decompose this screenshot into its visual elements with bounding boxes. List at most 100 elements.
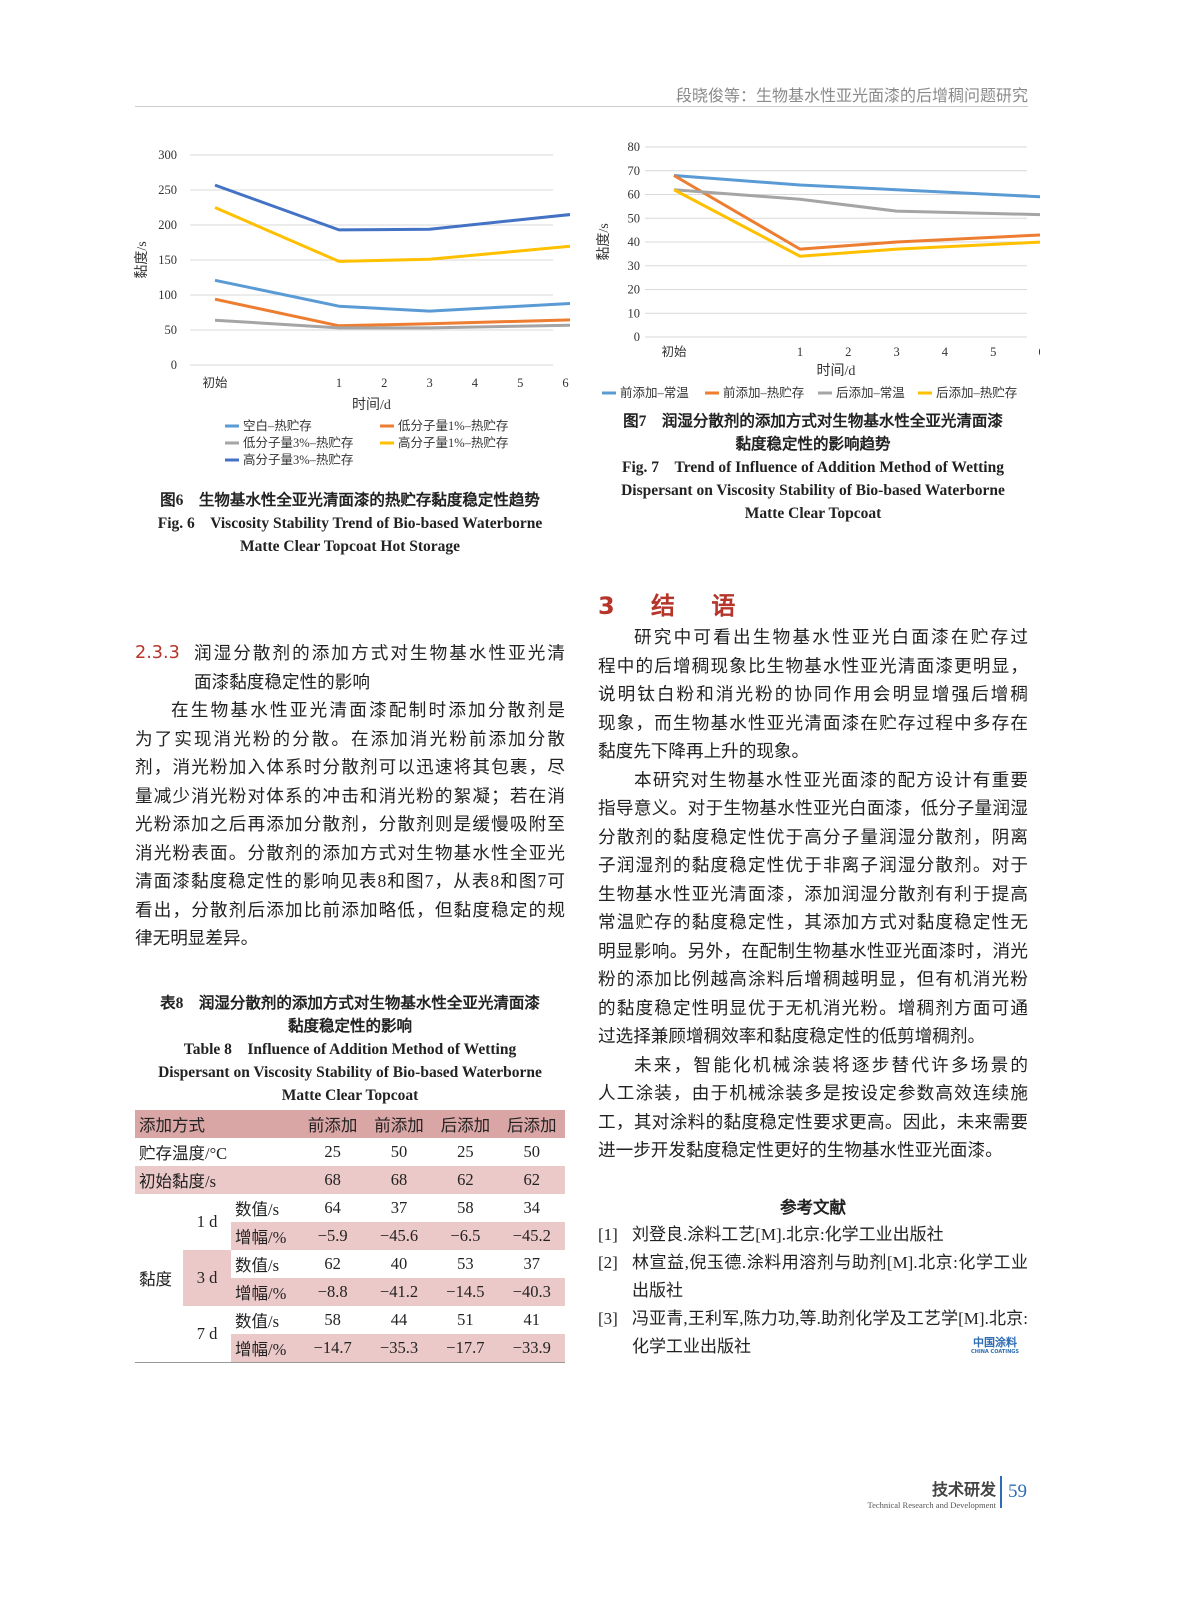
reference-item: [3] 冯亚青,王利军,陈力功,等.助剂化学及工艺学[M].北京: 化学工业出版社 <box>598 1305 1028 1361</box>
figure-6-caption: 图6 生物基水性全亚光清面漆的热贮存黏度稳定性趋势 Fig. 6 Viscosi… <box>135 489 565 558</box>
subsection-title-line: 面漆黏度稳定性的影响 <box>194 671 370 692</box>
title-en: Table 8 Influence of Addition Method of … <box>183 1041 517 1058</box>
legend-label: 后添加–热贮存 <box>936 385 1017 400</box>
reference-item: [1] 刘登良.涂料工艺[M].北京:化学工业出版社 <box>598 1221 1028 1249</box>
x-tick-label: 6 <box>562 376 568 390</box>
title-en: Matte Clear Topcoat <box>281 1087 419 1104</box>
text-line: 光粉添加之后再添加分散剂，分散剂则是缓慢吸附至 <box>135 814 565 834</box>
x-tick-label: 5 <box>990 345 996 359</box>
references-title: 参考文献 <box>780 1198 846 1217</box>
title-cn: 黏度稳定性的影响 <box>287 1018 412 1035</box>
x-tick-label: 初始 <box>202 376 228 390</box>
reference-text: 出版社 <box>632 1281 683 1300</box>
y-tick-label: 80 <box>628 140 641 154</box>
page-number: 59 <box>1008 1481 1027 1502</box>
subsection-number: 2.3.3 <box>135 643 180 663</box>
series-line <box>673 188 1040 217</box>
figure-7-chart: 01020304050607080初始1234567时间/d黏度/s前添加–常温… <box>596 140 1040 400</box>
table-cell: 62 <box>324 1254 341 1273</box>
legend-label: 后添加–常温 <box>836 386 905 400</box>
y-tick-label: 250 <box>158 183 177 197</box>
table-row: 贮存温度/°C 25 50 25 50 <box>135 1138 565 1166</box>
reference-text: 化学工业出版社 <box>632 1337 751 1356</box>
legend-label: 高分子量3%–热贮存 <box>243 452 353 467</box>
reference-item: [2] 林宣益,倪玉德.涂料用溶剂与助剂[M].北京:化学工业 出版社 <box>598 1249 1028 1305</box>
y-tick-label: 100 <box>158 288 177 302</box>
caption-cn: 图6 生物基水性全亚光清面漆的热贮存黏度稳定性趋势 <box>160 492 540 509</box>
text-line: 说明钛白粉和消光粉的协同作用会明显增强后增稠 <box>598 684 1028 704</box>
text-line: 指导意义。对于生物基水性亚光白面漆，低分子量润湿 <box>598 798 1028 818</box>
legend-label: 前添加–常温 <box>620 385 689 400</box>
table-cell: 40 <box>390 1254 408 1273</box>
reference-text: 冯亚青,王利军,陈力功,等.助剂化学及工艺学[M].北京: <box>632 1309 1028 1328</box>
reference-text: 林宣益,倪玉德.涂料用溶剂与助剂[M].北京:化学工业 <box>632 1253 1028 1272</box>
table-cell: −45.2 <box>512 1226 551 1245</box>
y-tick-label: 0 <box>171 358 177 372</box>
figure-7-caption: 图7 润湿分散剂的添加方式对生物基水性全亚光清面漆 黏度稳定性的影响趋势 Fig… <box>598 410 1028 525</box>
subsection-2-3-3: 2.3.3 润湿分散剂的添加方式对生物基水性亚光清 面漆黏度稳定性的影响 在生物… <box>135 639 565 953</box>
x-tick-label: 2 <box>845 345 851 359</box>
legend-label: 空白–热贮存 <box>243 418 312 433</box>
table-cell: −45.6 <box>379 1226 419 1245</box>
text-line: 消光粉表面。分散剂的添加方式对生物基水性全亚光 <box>135 842 565 863</box>
footer-section-cn: 技术研发 <box>931 1480 996 1499</box>
text-line: 生物基水性亚光清面漆，添加润湿分散剂有利于提高 <box>598 883 1028 904</box>
table-cell: 25 <box>457 1142 474 1161</box>
y-tick-label: 60 <box>628 188 641 202</box>
table-cell: 44 <box>390 1310 408 1329</box>
text-line: 明显影响。另外，在配制生物基水性亚光面漆时，消光 <box>598 940 1028 961</box>
x-tick-label: 初始 <box>661 345 687 359</box>
text-line: 看出，分散剂后添加比前添加略低，但黏度稳定的规 <box>135 899 565 920</box>
x-tick-label: 3 <box>893 345 899 359</box>
y-tick-label: 70 <box>628 164 641 178</box>
caption-en: Dispersant on Viscosity Stability of Bio… <box>621 482 1005 499</box>
row-label: 数值/s <box>235 1200 280 1219</box>
table-cell: 25 <box>324 1142 341 1161</box>
text-line: 清面漆黏度稳定性的影响见表8和图7，从表8和图7可 <box>135 871 565 891</box>
x-axis-label: 时间/d <box>352 397 391 413</box>
series-line <box>214 278 570 313</box>
text-line: 分散剂的黏度稳定性优于高分子量润湿分散剂，阴离 <box>598 826 1028 847</box>
row-label: 增幅/% <box>235 1228 287 1247</box>
title-cn: 表8 润湿分散剂的添加方式对生物基水性全亚光清面漆 <box>160 995 540 1012</box>
table-row: 黏度 1 d 数值/s 64 37 58 34 <box>135 1194 565 1289</box>
text-line: 程中的后增稠现象比生物基水性亚光清面漆更明显， <box>598 655 1028 676</box>
text-line: 现象，而生物基水性亚光清面漆在贮存过程中多存在 <box>598 712 1028 733</box>
x-tick-label: 1 <box>336 376 342 390</box>
x-tick-label: 4 <box>942 345 949 359</box>
text-line: 进一步开发黏度稳定性更好的生物基水性亚光面漆。 <box>598 1140 1003 1160</box>
table-cell: −40.3 <box>512 1282 551 1301</box>
figure-6-chart: 050100150200250300初始1234567时间/d黏度/s空白–热贮… <box>134 148 570 467</box>
paragraph: 研究中可看出生物基水性亚光白面漆在贮存过 程中的后增稠现象比生物基水性亚光清面漆更… <box>598 623 1028 766</box>
caption-en: Fig. 7 Trend of Influence of Addition Me… <box>622 459 1004 476</box>
table-cell: 68 <box>390 1170 408 1189</box>
table-row: 初始黏度/s 68 68 62 62 <box>135 1166 565 1194</box>
table-cell: −14.7 <box>313 1337 352 1357</box>
table-cell: 64 <box>324 1198 341 1217</box>
text-line: 粉的添加比例越高涂料后增稠越明显，但有机消光粉 <box>598 969 1028 989</box>
table-8-title: 表8 润湿分散剂的添加方式对生物基水性全亚光清面漆 黏度稳定性的影响 Table… <box>135 992 565 1107</box>
footer-section-en: Technical Research and Development <box>867 1500 996 1510</box>
y-tick-label: 40 <box>628 235 641 249</box>
body-paragraph: 在生物基水性亚光清面漆配制时添加分散剂是 为了实现消光粉的分散。在添加消光粉前添加… <box>135 696 565 953</box>
text-line: 本研究对生物基水性亚光面漆的配方设计有重要 <box>634 769 1028 790</box>
table-cell: −41.2 <box>379 1282 419 1301</box>
x-tick-label: 4 <box>472 376 479 390</box>
y-tick-label: 200 <box>158 218 177 232</box>
section-3-title: 3 结 语 <box>598 592 750 620</box>
x-tick-label: 5 <box>517 376 523 390</box>
series-line <box>673 188 1040 258</box>
table-cell: 50 <box>523 1142 541 1161</box>
table-row: 7 d 数值/s 58 44 51 41 <box>135 1306 565 1343</box>
day-label: 1 d <box>196 1212 218 1231</box>
table-cell: 后添加 <box>440 1116 491 1135</box>
y-axis-label: 黏度/s <box>596 223 612 260</box>
series-line <box>673 174 1040 199</box>
y-tick-label: 30 <box>628 259 641 273</box>
table-cell: −35.3 <box>379 1337 419 1357</box>
table-cell: −14.5 <box>446 1282 485 1301</box>
caption-en: Matte Clear Topcoat Hot Storage <box>239 538 461 555</box>
table-cell: −33.9 <box>512 1337 551 1357</box>
table-8: 添加方式 前添加 前添加 后添加 后添加 贮存温度/°C 25 50 25 50 初始黏度/s 68 6… <box>135 1110 565 1363</box>
x-tick-label: 6 <box>1038 345 1040 359</box>
